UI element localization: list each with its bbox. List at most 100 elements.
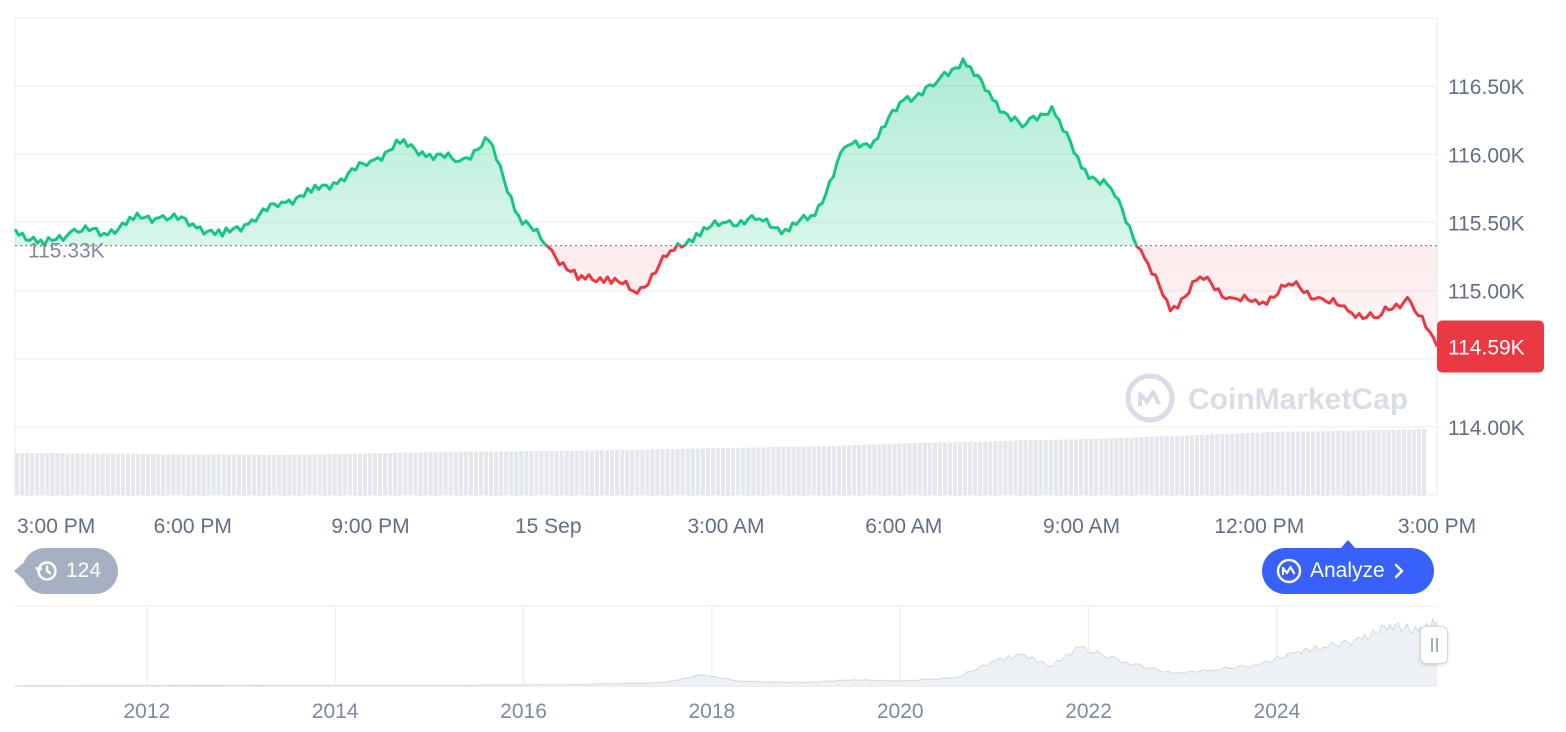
volume-bar	[1184, 435, 1189, 495]
volume-bar	[302, 454, 307, 495]
volume-bar	[902, 443, 907, 495]
range-navigator[interactable]: 2012 2014 2016 2018 2020 2022 2024	[14, 605, 1438, 723]
volume-bar	[246, 454, 252, 495]
volume-bar	[952, 442, 958, 495]
volume-bar	[277, 455, 282, 495]
volume-bar	[1079, 439, 1084, 495]
history-icon	[34, 559, 58, 583]
volume-bar	[327, 454, 332, 495]
volume-bar	[1371, 430, 1376, 495]
volume-bar	[524, 451, 529, 495]
volume-bar	[1038, 439, 1043, 495]
volume-bar	[731, 447, 736, 495]
volume-bar	[1366, 430, 1371, 495]
volume-bar	[922, 442, 927, 495]
volume-bar	[191, 454, 196, 495]
volume-bar	[958, 442, 963, 495]
volume-bar	[1376, 430, 1381, 495]
volume-bar	[1094, 438, 1099, 495]
volume-bar	[978, 441, 983, 495]
grid-lines	[15, 85, 1437, 428]
volume-bar	[1074, 439, 1079, 495]
volume-bar	[660, 449, 665, 495]
volume-bar	[1245, 433, 1250, 495]
volume-bar	[1104, 438, 1109, 495]
volume-bar	[494, 451, 499, 495]
volume-bar	[478, 451, 483, 495]
volume-bar	[1215, 434, 1220, 495]
x-tick-label: 15 Sep	[515, 515, 582, 538]
volume-bar	[408, 452, 413, 495]
volume-bar	[438, 451, 443, 495]
y-axis: 116.50K 116.00K 115.50K 115.00K 114.00K	[1448, 76, 1525, 440]
x-tick-label: 12:00 PM	[1214, 515, 1304, 538]
volume-bar	[912, 443, 917, 495]
volume-bar	[272, 455, 277, 495]
volume-bar	[539, 450, 544, 495]
volume-bar	[847, 445, 852, 495]
analyze-button[interactable]: Analyze	[1262, 540, 1434, 594]
volume-bar	[120, 453, 125, 495]
x-axis: 3:00 PM 6:00 PM 9:00 PM 15 Sep 3:00 AM 6:00 A…	[17, 515, 1476, 538]
volume-bar	[1421, 429, 1426, 495]
volume-bar	[816, 446, 821, 495]
volume-bar	[1270, 432, 1275, 495]
volume-bar	[988, 441, 993, 495]
volume-bar	[1406, 429, 1411, 495]
volume-bar	[675, 448, 680, 495]
volume-bar	[483, 451, 489, 495]
y-tick-label: 115.50K	[1448, 212, 1525, 235]
volume-bar	[1381, 429, 1386, 495]
x-tick-label: 3:00 PM	[17, 515, 95, 538]
volume-bar	[615, 450, 620, 495]
volume-bar	[872, 444, 877, 495]
volume-bar	[1139, 437, 1144, 495]
volume-bar	[1028, 440, 1033, 495]
volume-bar	[1159, 436, 1164, 495]
volume-bar	[685, 448, 690, 495]
volume-bar	[620, 449, 625, 495]
volume-bar	[1331, 430, 1336, 495]
volume-bar	[771, 447, 776, 495]
volume-bar	[670, 449, 675, 495]
volume-bar	[171, 454, 176, 495]
volume-bar	[1169, 435, 1174, 495]
volume-bar	[206, 454, 211, 495]
price-line-up	[13, 57, 1139, 246]
navigator-handle[interactable]	[1420, 626, 1448, 664]
volume-bar	[1220, 434, 1225, 495]
volume-bar	[231, 454, 236, 495]
current-price-label: 114.59K	[1448, 336, 1525, 359]
volume-bar	[1396, 429, 1401, 495]
volume-bar	[433, 452, 438, 495]
volume-bar	[937, 442, 942, 495]
volume-bar	[786, 446, 791, 495]
volume-bar	[428, 452, 433, 495]
volume-bar	[267, 454, 272, 495]
navigator-year-label: 2012	[123, 700, 170, 723]
volume-bar	[1336, 430, 1341, 495]
volume-bar	[993, 441, 998, 495]
volume-bar	[1149, 436, 1154, 495]
volume-bar	[726, 447, 731, 495]
volume-bar	[125, 453, 130, 495]
volume-bar	[1311, 431, 1316, 495]
volume-bar	[85, 453, 90, 495]
history-badge[interactable]: 124	[14, 548, 118, 594]
volume-bar	[1154, 436, 1159, 495]
volume-bar	[262, 454, 267, 495]
volume-bar	[1346, 430, 1351, 495]
volume-bar	[665, 449, 670, 495]
volume-bar	[509, 451, 514, 495]
volume-bar	[821, 446, 826, 495]
price-area	[15, 58, 1437, 347]
volume-bar	[897, 443, 902, 495]
y-tick-label: 116.50K	[1448, 76, 1525, 99]
volume-bar	[1280, 431, 1285, 495]
volume-bars	[15, 429, 1426, 495]
volume-bar	[45, 453, 50, 495]
x-tick-label: 3:00 PM	[1398, 515, 1476, 538]
analyze-label: Analyze	[1310, 559, 1385, 582]
volume-bar	[942, 442, 947, 495]
volume-bar	[357, 453, 362, 495]
